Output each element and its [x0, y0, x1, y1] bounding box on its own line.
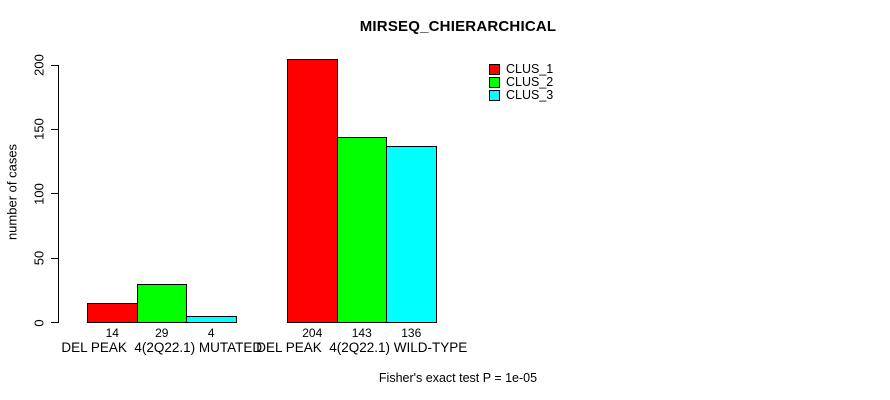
bar-clus_3-group1 — [186, 316, 237, 324]
y-axis-tick — [51, 257, 58, 259]
bar-value-label: 14 — [105, 326, 119, 340]
legend-swatch-icon — [489, 77, 500, 88]
bar-value-label: 4 — [207, 326, 215, 340]
y-axis-tick-label-text: 100 — [31, 182, 47, 205]
legend-label: CLUS_1 — [506, 62, 554, 76]
bar-clus_1-group2 — [287, 58, 338, 324]
y-axis-tick — [51, 193, 58, 195]
legend-label: CLUS_3 — [506, 88, 554, 102]
footnote-text: Fisher's exact test P = 1e-05 — [378, 371, 538, 385]
bar-value-label: 29 — [155, 326, 169, 340]
legend-swatch-icon — [489, 90, 500, 101]
y-axis-tick — [51, 322, 58, 323]
legend: CLUS_1 CLUS_2 CLUS_3 — [489, 62, 554, 102]
y-axis-line — [58, 65, 59, 323]
y-axis-tick-label-text: 0 — [31, 318, 47, 327]
bar-value-label: 204 — [302, 326, 323, 340]
y-axis-tick — [51, 64, 58, 66]
x-axis-group-label: DEL PEAK 4(2Q22.1) MUTATED — [61, 340, 263, 355]
y-axis-tick — [51, 128, 58, 130]
y-axis-tick-label-text: 150 — [31, 118, 47, 141]
y-axis-tick-label-text: 200 — [31, 54, 47, 76]
legend-label: CLUS_2 — [506, 75, 554, 89]
x-axis-group-label: DEL PEAK 4(2Q22.1) WILD-TYPE — [256, 340, 468, 355]
legend-row-clus_2: CLUS_2 — [489, 75, 554, 89]
bar-clus_2-group1 — [136, 284, 187, 324]
bar-clus_3-group2 — [386, 146, 437, 324]
chart-title: MIRSEQ_CHIERARCHICAL — [359, 18, 557, 35]
bar-value-label: 136 — [401, 326, 422, 340]
bar-clus_1-group1 — [87, 303, 138, 324]
legend-row-clus_1: CLUS_1 — [489, 62, 554, 76]
legend-row-clus_3: CLUS_3 — [489, 88, 554, 102]
legend-swatch-icon — [489, 64, 500, 75]
bar-clus_2-group2 — [336, 137, 387, 324]
bar-value-label: 143 — [351, 326, 372, 340]
y-axis-tick-label-text: 50 — [31, 250, 47, 266]
